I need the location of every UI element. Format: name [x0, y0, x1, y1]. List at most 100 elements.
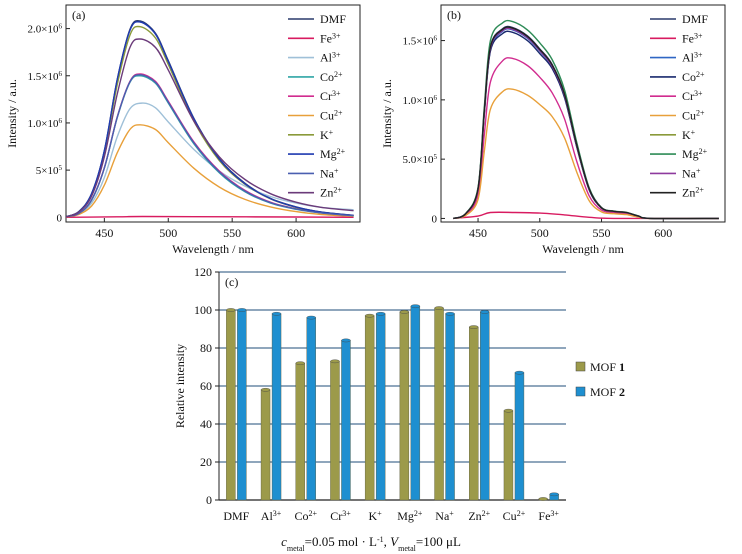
panel-label: (c)	[225, 275, 238, 289]
bar-top-dmf-mof1	[226, 308, 236, 312]
legend-label-zn: Zn2+	[682, 185, 704, 200]
x-tick-label: 500	[159, 226, 177, 240]
y-tick-label: 5.0×105	[403, 153, 438, 166]
y-tick-label: 20	[200, 455, 212, 469]
x-tick-label: 550	[223, 226, 241, 240]
bar-top-co-mof1	[295, 361, 305, 366]
y-tick-label: 1.5×106	[403, 35, 438, 48]
x-axis-label: Wavelength / nm	[172, 242, 254, 256]
series-line-fe	[66, 215, 354, 218]
series-line-cr	[453, 57, 719, 220]
category-label-cr: Cr3+	[330, 509, 351, 524]
series-line-cu	[66, 124, 354, 218]
bar-dmf-mof2	[237, 309, 247, 501]
bar-top-k-mof2	[375, 311, 386, 316]
panel-a-chart: 450 500 550 600 0 5×105 1.0×106 1.5×106 2.0×106 W…	[5, 4, 361, 256]
bar-co-mof1	[295, 363, 305, 501]
bar-top-co-mof2	[306, 315, 316, 320]
y-tick-label: 0	[57, 212, 63, 224]
legend-label-zn: Zn2+	[320, 185, 342, 200]
plot-frame	[65, 4, 361, 223]
legend-label-fe: Fe3+	[682, 31, 703, 46]
bar-top-fe-mof2	[549, 492, 559, 497]
x-tick-label: 450	[95, 226, 113, 240]
y-tick-label: 100	[194, 303, 212, 317]
bar-top-mg-mof1	[399, 310, 410, 314]
y-tick-label: 0	[206, 493, 212, 507]
legend-label-mg: Mg2+	[682, 147, 708, 162]
bar-zn-mof1	[469, 326, 479, 501]
y-tick-label: 2.0×106	[28, 23, 63, 36]
bar-mg-mof1	[399, 311, 410, 501]
panel-label: (a)	[72, 8, 85, 22]
x-axis-label: Wavelength / nm	[542, 242, 624, 256]
series-line-zn	[453, 26, 719, 220]
plot-frame	[440, 4, 726, 223]
bar-top-na-mof1	[434, 306, 444, 310]
x-tick-label: 600	[654, 226, 672, 240]
category-label-zn: Zn2+	[468, 509, 490, 524]
legend-label-dmf: DMF	[682, 12, 708, 26]
legend-label-mof1: MOF 1	[590, 360, 625, 374]
legend-label-cu: Cu2+	[682, 108, 705, 123]
legend-label-k: K+	[682, 127, 696, 142]
category-label-mg: Mg2+	[397, 509, 423, 524]
bar-na-mof2	[445, 313, 455, 501]
category-label-na: Na+	[435, 509, 454, 524]
legend-swatch-mof1	[575, 361, 586, 372]
legend-label-na: Na+	[682, 166, 701, 181]
y-tick-label: 80	[200, 341, 212, 355]
bar-top-dmf-mof2	[237, 308, 247, 312]
series-line-cu	[453, 88, 719, 220]
series-line-dmf	[66, 19, 354, 218]
bar-top-mg-mof2	[410, 304, 421, 309]
bar-cu-mof1	[503, 410, 514, 501]
x-tick-label: 500	[531, 226, 549, 240]
legend-swatch-mof2	[575, 386, 586, 397]
y-axis-label: Intensity / a.u.	[380, 79, 394, 148]
bar-na-mof1	[434, 307, 444, 501]
category-label-k: K+	[369, 509, 383, 524]
legend-label-al: Al3+	[320, 50, 341, 65]
y-tick-label: 40	[200, 417, 212, 431]
y-tick-label: 1.0×106	[28, 117, 63, 130]
category-label-co: Co2+	[294, 509, 317, 524]
legend-label-mg: Mg2+	[320, 147, 346, 162]
bar-dmf-mof1	[226, 309, 236, 501]
bar-cr-mof1	[330, 361, 340, 501]
y-axis-label: Intensity / a.u.	[5, 79, 19, 148]
bar-co-mof2	[306, 317, 316, 501]
category-label-al: Al3+	[261, 509, 282, 524]
bar-top-fe-mof1	[538, 497, 548, 501]
legend-label-cr: Cr3+	[320, 89, 341, 104]
bar-al-mof2	[271, 313, 282, 501]
bar-top-cu-mof2	[514, 370, 525, 375]
legend-label-cu: Cu2+	[320, 108, 343, 123]
series-line-mg	[66, 21, 354, 218]
bar-top-zn-mof2	[480, 310, 490, 314]
bar-cu-mof2	[514, 372, 525, 501]
category-label-fe: Fe3+	[538, 509, 559, 524]
y-tick-label: 5×105	[36, 164, 63, 177]
y-tick-label: 120	[194, 265, 212, 279]
x-tick-label: 600	[287, 226, 305, 240]
series-line-fe	[453, 211, 719, 220]
x-tick-label: 450	[469, 226, 487, 240]
series-line-na	[66, 74, 354, 218]
bar-top-cu-mof1	[503, 408, 514, 413]
y-tick-label: 1.5×106	[28, 70, 63, 83]
bar-zn-mof2	[480, 311, 490, 501]
legend-label-k: K+	[320, 127, 334, 142]
panel-c-chart: 0 20 40 60 80 100 120 Relative intensity (c) DMF A…	[173, 265, 625, 523]
bar-top-al-mof1	[260, 387, 271, 392]
bar-k-mof2	[375, 313, 386, 501]
legend-label-cr: Cr3+	[682, 89, 703, 104]
series-line-zn	[66, 38, 354, 218]
series-line-al	[66, 102, 354, 218]
panel-label: (b)	[447, 8, 461, 22]
legend-label-fe: Fe3+	[320, 31, 341, 46]
legend-label-al: Al3+	[682, 50, 703, 65]
bar-top-al-mof2	[271, 311, 282, 316]
bar-top-k-mof1	[364, 313, 375, 318]
